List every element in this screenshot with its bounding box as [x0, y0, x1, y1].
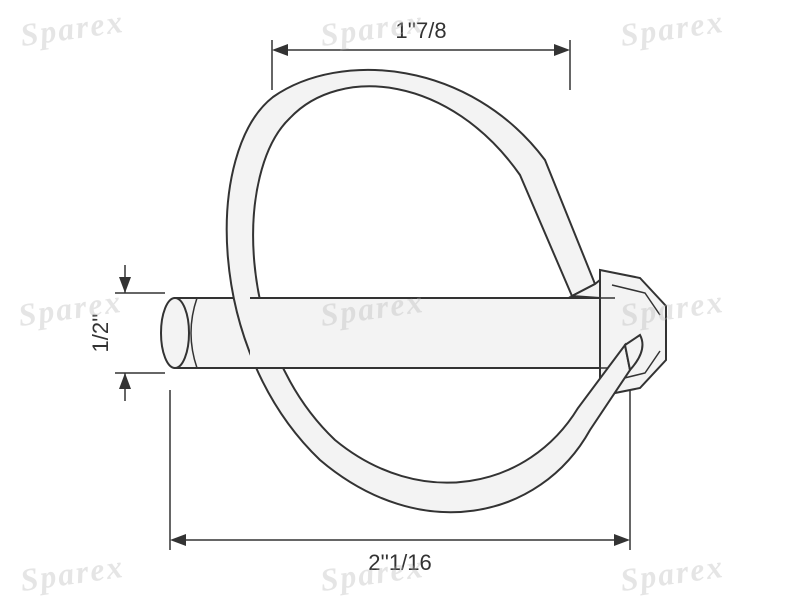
diagram-container: 1''7/8 2''1/16 1/2'' [0, 0, 800, 600]
technical-drawing-svg: 1''7/8 2''1/16 1/2'' [0, 0, 800, 600]
left-dimension: 1/2'' [88, 265, 165, 401]
left-dim-label: 1/2'' [88, 314, 113, 353]
bottom-dim-label: 2''1/16 [368, 550, 431, 575]
lynch-pin-body [161, 70, 666, 512]
top-dim-label: 1''7/8 [395, 18, 446, 43]
